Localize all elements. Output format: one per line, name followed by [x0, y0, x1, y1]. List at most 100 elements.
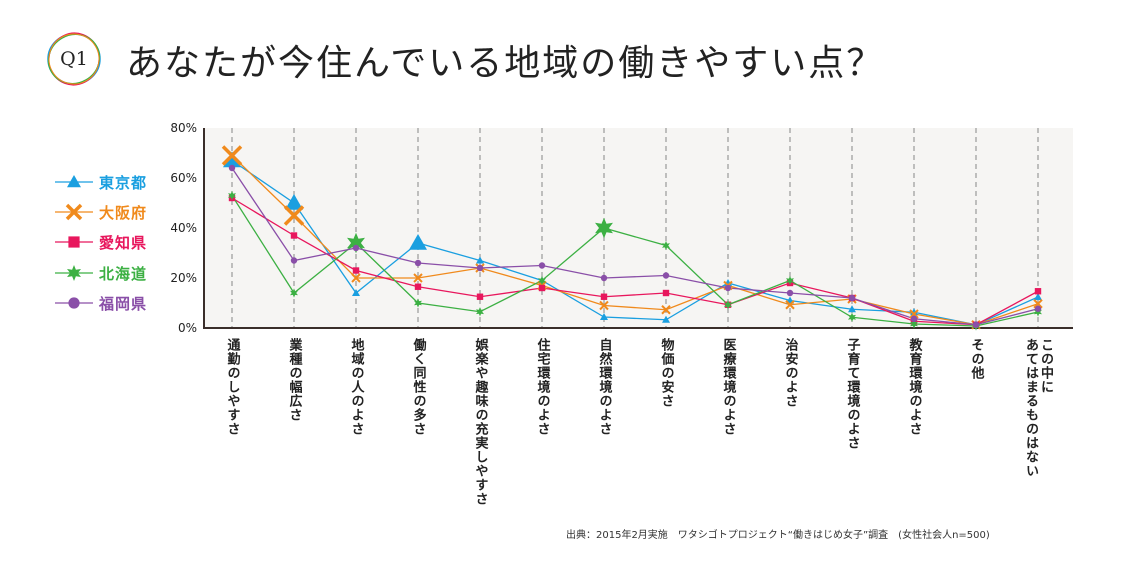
data-point [910, 319, 918, 329]
data-point [476, 293, 484, 300]
badge-ring-icon [47, 32, 101, 86]
data-point [285, 194, 303, 210]
y-tick-label: 60% [170, 171, 197, 185]
data-point [661, 305, 671, 315]
legend-label: 愛知県 [99, 233, 148, 252]
x-category-label: 業種の幅広さ [286, 338, 302, 422]
series-markers [228, 164, 1042, 328]
data-point [1034, 293, 1042, 300]
data-point [290, 232, 298, 239]
data-point [221, 145, 243, 166]
legend-marker [67, 175, 81, 188]
data-point [595, 217, 613, 239]
data-point [223, 151, 241, 168]
legend-star-icon [55, 265, 93, 281]
data-point [538, 275, 546, 286]
data-point [910, 315, 918, 322]
x-category-label: 医療環境のよさ [720, 338, 736, 436]
question-badge: Q1 [46, 32, 102, 86]
data-point [724, 300, 732, 310]
legend-marker [65, 203, 83, 221]
data-point [1033, 299, 1043, 309]
data-point [786, 275, 794, 286]
data-point [848, 305, 856, 313]
x-category-label: 子育て環境のよさ [844, 338, 860, 450]
data-point [352, 289, 360, 296]
data-point [1034, 288, 1042, 295]
data-point [910, 308, 918, 316]
data-point [228, 190, 236, 201]
data-point [662, 272, 670, 279]
x-category-label: この中に あてはまるものはない [1023, 338, 1053, 478]
data-point [414, 283, 422, 290]
data-point [414, 298, 422, 308]
data-point [476, 307, 484, 317]
data-point [848, 294, 856, 302]
data-point [290, 257, 298, 264]
series-line [231, 195, 1039, 327]
data-point [283, 205, 305, 226]
x-category-label: 教育環境のよさ [906, 338, 922, 436]
legend-marker [68, 236, 80, 248]
data-point [476, 256, 484, 264]
legend-label: 東京都 [99, 173, 148, 192]
data-point [848, 312, 856, 322]
legend-x-icon [55, 203, 93, 221]
badge-label: Q1 [60, 48, 88, 70]
legend-label: 大阪府 [99, 203, 148, 222]
legend-marker [68, 297, 80, 309]
legend-label: 北海道 [99, 264, 148, 283]
data-point [786, 289, 794, 297]
legend-marker [67, 265, 81, 281]
data-point [600, 274, 608, 282]
data-point [662, 289, 670, 297]
x-category-label: 娯楽や趣味の充実しやすさ [472, 338, 488, 506]
legend-item: 大阪府 [55, 202, 147, 222]
data-point [538, 262, 546, 269]
y-tick-label: 80% [170, 121, 197, 135]
data-point [476, 264, 484, 272]
y-tick-label: 20% [170, 271, 197, 285]
plot-background [204, 128, 1073, 328]
x-category-label: 働く同性の多さ [410, 338, 426, 436]
legend-item: 愛知県 [55, 232, 147, 252]
data-point [662, 315, 670, 323]
series-markers [221, 145, 1043, 330]
x-category-label: 治安のよさ [782, 338, 798, 408]
data-point [600, 293, 608, 300]
page-title: あなたが今住んでいる地域の働きやすい点？ [126, 43, 885, 84]
y-tick-label: 40% [170, 221, 197, 235]
series-line [231, 155, 1039, 326]
x-category-label: 地域の人のよさ [348, 338, 364, 436]
data-point [538, 284, 546, 292]
x-category-label: 物価の安さ [658, 338, 674, 408]
data-point [414, 259, 422, 267]
source-note: 出典：2015年2月実施 ワタシゴトプロジェクト“働きはじめ女子”調査 (女性社… [566, 530, 990, 541]
legend-triangle-icon [55, 175, 93, 188]
data-point [785, 300, 795, 310]
data-point [228, 164, 236, 172]
data-point [409, 234, 427, 250]
legend-square-icon [55, 236, 93, 248]
legend-label: 福岡県 [99, 294, 148, 313]
data-point [352, 244, 360, 252]
data-point [662, 240, 670, 251]
data-point [724, 284, 732, 292]
data-point [599, 300, 609, 311]
x-category-label: 自然環境のよさ [596, 338, 612, 436]
series-line [231, 197, 1039, 326]
legend-circle-icon [55, 297, 93, 309]
data-point [290, 288, 298, 298]
data-point [347, 232, 365, 254]
legend-item: 東京都 [55, 172, 147, 192]
legend-item: 北海道 [55, 263, 147, 283]
data-point [972, 321, 980, 328]
data-point [413, 273, 423, 283]
data-point [600, 313, 608, 320]
data-point [1034, 305, 1042, 312]
data-point [351, 273, 361, 283]
x-category-label: その他 [968, 338, 984, 380]
data-point [352, 267, 360, 274]
series-line [231, 167, 1039, 326]
